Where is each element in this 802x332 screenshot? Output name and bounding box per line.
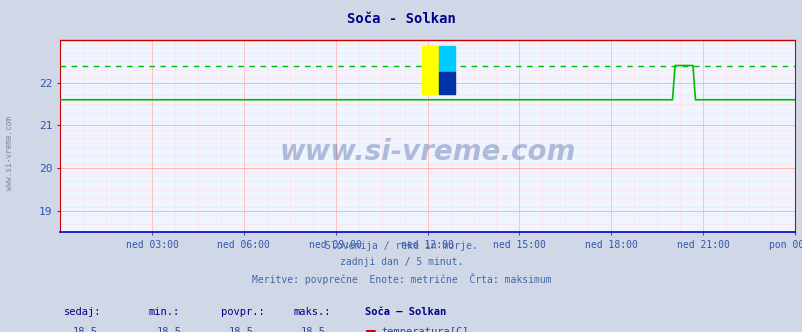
Text: maks.:: maks.: [293, 307, 330, 317]
Text: www.si-vreme.com: www.si-vreme.com [5, 116, 14, 190]
Text: Meritve: povprečne  Enote: metrične  Črta: maksimum: Meritve: povprečne Enote: metrične Črta:… [251, 273, 551, 285]
Text: zadnji dan / 5 minut.: zadnji dan / 5 minut. [339, 257, 463, 267]
Text: Slovenija / reke in morje.: Slovenija / reke in morje. [325, 241, 477, 251]
Bar [438, 45, 454, 72]
Text: ■: ■ [365, 327, 377, 332]
Text: min.:: min.: [148, 307, 180, 317]
Text: temperatura[C]: temperatura[C] [381, 327, 468, 332]
Text: 18,5: 18,5 [72, 327, 97, 332]
Text: sedaj:: sedaj: [64, 307, 102, 317]
Bar [422, 45, 438, 94]
Text: 18,5: 18,5 [301, 327, 326, 332]
Text: 18,5: 18,5 [229, 327, 253, 332]
Text: povpr.:: povpr.: [221, 307, 264, 317]
Text: 18,5: 18,5 [156, 327, 181, 332]
Bar [438, 72, 454, 94]
Text: Soča - Solkan: Soča - Solkan [346, 12, 456, 26]
Text: Soča – Solkan: Soča – Solkan [365, 307, 446, 317]
Text: www.si-vreme.com: www.si-vreme.com [279, 137, 575, 166]
